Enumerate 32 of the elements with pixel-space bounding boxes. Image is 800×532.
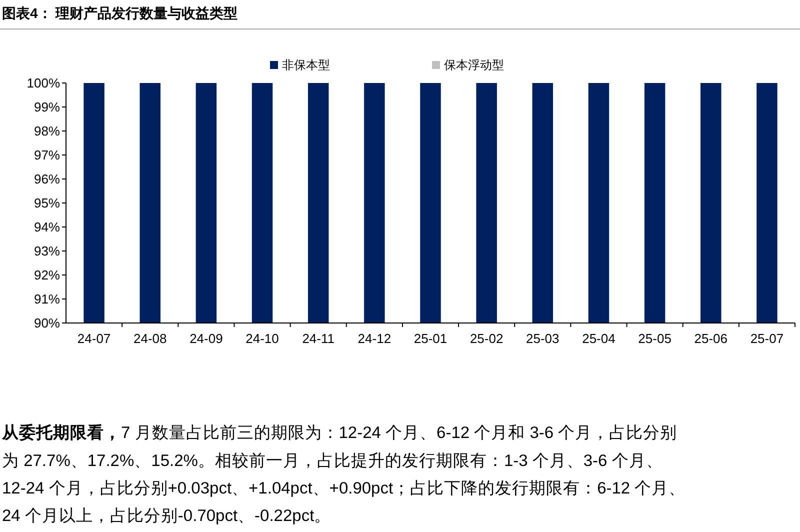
x-tick-label: 24-07 <box>77 331 111 346</box>
x-tick-label: 25-03 <box>526 331 560 346</box>
y-tick-label: 99% <box>34 100 60 115</box>
x-tick-label: 25-04 <box>582 331 616 346</box>
y-tick-label: 96% <box>34 172 60 187</box>
x-tick-label: 25-05 <box>638 331 672 346</box>
text: 24 个月以上，占比分别-0.70pct、-0.22pct。 <box>2 507 332 525</box>
y-tick-label: 92% <box>34 268 60 283</box>
legend-label: 保本浮动型 <box>444 58 504 72</box>
y-tick-label: 100% <box>26 76 60 91</box>
text: 7 月数量占比前三的期限为：12-24 个月、6-12 个月和 3-6 个月，占比分别 <box>121 423 678 442</box>
y-tick-label: 93% <box>34 244 60 259</box>
x-tick-label: 25-01 <box>414 331 448 346</box>
x-tick-label: 24-12 <box>358 331 392 346</box>
x-tick-label: 25-06 <box>694 331 728 346</box>
x-tick-label: 24-08 <box>133 331 167 346</box>
legend-label: 非保本型 <box>282 58 330 72</box>
x-tick-label: 25-07 <box>750 331 784 346</box>
y-tick-label: 90% <box>34 316 60 331</box>
x-tick-label: 24-11 <box>302 331 334 346</box>
x-tick-label: 25-02 <box>470 331 504 346</box>
text: 为 27.7%、17.2%、15.2%。相较前一月，占比提升的发行期限有：1-3 个月、3-6 个月、 <box>2 451 663 470</box>
y-tick-label: 94% <box>34 220 60 235</box>
text: 从委托期限看， <box>1 423 121 442</box>
y-tick-label: 91% <box>34 292 60 307</box>
chart-title: 图表4： 理财产品发行数量与收益类型 <box>2 5 238 21</box>
x-tick-label: 24-09 <box>190 331 223 346</box>
y-tick-label: 97% <box>34 148 60 163</box>
y-tick-label: 95% <box>34 196 60 211</box>
x-tick-label: 24-10 <box>246 331 279 346</box>
text: 12-24 个月，占比分别+0.03pct、+1.04pct、+0.90pct；占比下降的发行期限有：6-12 个月、 <box>2 480 686 498</box>
y-tick-label: 98% <box>34 124 60 139</box>
